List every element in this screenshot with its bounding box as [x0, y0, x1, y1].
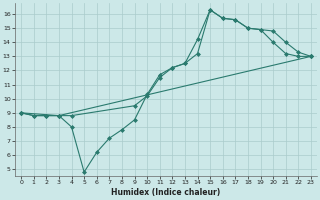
X-axis label: Humidex (Indice chaleur): Humidex (Indice chaleur) [111, 188, 221, 197]
